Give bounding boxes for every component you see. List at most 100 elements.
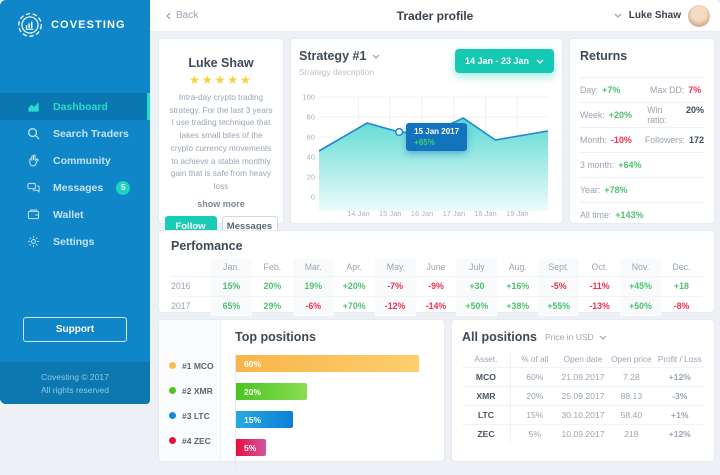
performance-card: Perfomance Jan. Feb. Mar. Apr. May June July Au… [158, 230, 715, 316]
svg-text:20: 20 [307, 173, 315, 182]
sidebar-nav: Dashboard Search Traders Community Messages… [0, 93, 150, 255]
legend-label: #3 LTC [182, 410, 210, 421]
sidebar-item-settings[interactable]: Settings [0, 228, 150, 255]
open-price: 218 [607, 423, 656, 443]
asset-share: 60% [510, 366, 559, 386]
open-price: 88.13 [607, 385, 656, 405]
chevron-left-icon [166, 12, 171, 19]
trader-bio: Intra-day crypto trading strategy. For t… [169, 93, 273, 191]
performance-value: +16% [497, 275, 539, 296]
performance-value: +20% [333, 275, 375, 296]
date-range-button[interactable]: 14 Jan - 23 Jan [454, 49, 554, 73]
position-row: LTC 15% 30.10.2017 58.40 +1% [462, 404, 704, 424]
open-date: 30.10.2017 [558, 404, 608, 424]
sidebar-item-label: Community [53, 154, 111, 167]
performance-value: -8% [660, 295, 702, 316]
positions-column-header: Open price [611, 353, 652, 364]
open-price: 7.28 [607, 366, 656, 386]
search-icon [27, 127, 40, 140]
open-price: 58.40 [607, 404, 656, 424]
performance-value: 29% [251, 295, 293, 316]
tooltip-date: 15 Jan 2017 [414, 127, 460, 136]
support-button[interactable]: Support [23, 317, 127, 342]
svg-text:18 Jan: 18 Jan [474, 209, 497, 218]
rights-line: All rights reserved [40, 384, 110, 395]
returns-row: Year: +78% [580, 177, 704, 202]
return-label: Month: [580, 135, 607, 145]
positions-column-header: Open date [563, 353, 603, 364]
legend-dot-icon [169, 437, 176, 444]
performance-row: 2017 65% 29% -6% +70% -12% -14% +50% +38% +55% -13… [171, 295, 702, 316]
performance-value: +18 [660, 275, 702, 296]
svg-text:15 Jan: 15 Jan [379, 209, 402, 218]
return-value: 20% [685, 105, 704, 115]
top-positions-card: #1 MCO #2 XMR #3 LTC #4 ZEC Top positions 6… [158, 319, 445, 469]
position-bar: 60% [236, 355, 419, 372]
performance-value: +50% [620, 295, 661, 316]
trader-name: Luke Shaw [188, 56, 254, 70]
user-avatar [688, 4, 710, 27]
sidebar-item-label: Messages [53, 181, 104, 194]
user-menu[interactable]: Luke Shaw [614, 4, 710, 27]
returns-row: All time: +143% [580, 202, 704, 227]
position-row: MCO 60% 21.09.2017 7.28 +12% [462, 366, 704, 386]
month-header: June [426, 262, 446, 273]
return-value: +20% [608, 110, 633, 120]
position-row: XMR 20% 25.09.2017 88.13 -3% [462, 385, 704, 405]
performance-value: 15% [211, 275, 252, 296]
svg-text:100: 100 [302, 93, 315, 102]
asset-name: MCO [462, 366, 511, 386]
position-bar: 15% [236, 411, 294, 428]
month-header: Jan. [211, 259, 252, 276]
strategy-selector[interactable]: Strategy #1 Strategy description [299, 49, 380, 77]
legend-label: #1 MCO [182, 360, 214, 371]
performance-value: +70% [333, 295, 375, 316]
svg-text:60: 60 [307, 133, 315, 142]
sidebar-item-label: Search Traders [53, 127, 129, 140]
user-name: Luke Shaw [628, 10, 681, 21]
brand: COVESTING [0, 0, 150, 38]
svg-text:80: 80 [307, 113, 315, 122]
sidebar-item-label: Dashboard [53, 100, 108, 113]
performance-value: -7% [374, 275, 416, 296]
year-label: 2016 [171, 275, 211, 296]
open-date: 21.09.2017 [558, 366, 608, 386]
performance-line-chart[interactable]: 0 20 40 60 80 100 14 Jan 15 Jan 16 Jan 17 Jan 18 J… [299, 91, 554, 219]
profit-loss: +12% [655, 366, 704, 386]
strategy-card: Strategy #1 Strategy description 14 Jan … [290, 38, 563, 224]
legend-item: #4 ZEC [159, 428, 220, 453]
chevron-down-icon [614, 13, 622, 18]
chevron-down-icon [536, 59, 544, 64]
profit-loss: +12% [655, 423, 704, 443]
brand-name: COVESTING [51, 19, 126, 31]
positions-column-header: Profit / Loss [657, 353, 702, 364]
return-value: +143% [615, 210, 644, 220]
performance-value: 65% [211, 295, 252, 316]
show-more-link[interactable]: show more [197, 198, 245, 209]
return-label: All time: [580, 210, 612, 220]
legend-dot-icon [169, 412, 176, 419]
back-button[interactable]: Back [166, 10, 198, 21]
strategy-title: Strategy #1 [299, 49, 367, 63]
month-header: Mar. [292, 259, 334, 276]
price-currency-filter[interactable]: Price in USD [545, 332, 607, 342]
asset-share: 15% [510, 404, 559, 424]
settings-icon [27, 235, 40, 248]
return-label: Max DD: [650, 85, 685, 95]
sidebar-item-search-traders[interactable]: Search Traders [0, 120, 150, 147]
legend-dot-icon [169, 387, 176, 394]
top-positions-title: Top positions [235, 330, 317, 344]
covesting-logo-icon [18, 13, 42, 37]
return-label: 3 month: [580, 160, 615, 170]
bar-value-label: 60% [244, 358, 262, 369]
returns-row: Month: -10% Followers: 172 [580, 127, 704, 152]
returns-row: Day: +7% Max DD: 7% [580, 77, 704, 102]
sidebar-item-messages[interactable]: Messages 5 [0, 174, 150, 201]
sidebar-item-dashboard[interactable]: Dashboard [0, 93, 150, 120]
sidebar-item-community[interactable]: Community [0, 147, 150, 174]
legend-item: #1 MCO [159, 353, 220, 378]
returns-card: Returns Day: +7% Max DD: 7% Week: +20% Win rat… [569, 38, 715, 224]
sidebar-item-wallet[interactable]: Wallet [0, 201, 150, 228]
bar-value-label: 20% [244, 386, 262, 397]
svg-text:17 Jan: 17 Jan [443, 209, 466, 218]
